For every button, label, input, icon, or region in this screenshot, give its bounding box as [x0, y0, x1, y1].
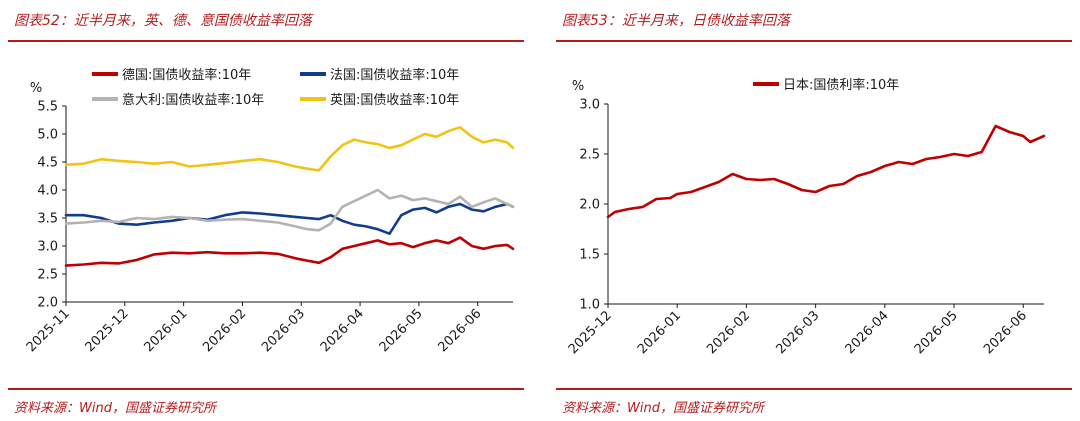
chart-title: 图表52：近半月来，英、德、意国债收益率回落	[14, 13, 312, 29]
x-tick-label: 2026-03	[259, 306, 308, 355]
y-axis-unit: %	[572, 79, 584, 94]
y-tick-label: 5.5	[37, 100, 58, 115]
chart-title: 图表53：近半月来，日债收益率回落	[562, 13, 790, 29]
x-tick-label: 2026-01	[635, 308, 684, 357]
x-tick-label: 2025-12	[566, 308, 615, 357]
x-tick-label: 2026-04	[843, 308, 892, 357]
y-tick-label: 1.5	[579, 248, 600, 263]
legend-label: 法国:国债收益率:10年	[330, 67, 459, 83]
x-tick-label: 2026-05	[912, 308, 961, 357]
x-tick-label: 2026-02	[704, 308, 753, 357]
chart-panel-right: 图表53：近半月来，日债收益率回落 1.0 1.5 2.0 2.5 3.0% 2025-1…	[548, 0, 1080, 421]
series-line	[64, 236, 515, 267]
series-line	[64, 202, 515, 235]
y-tick-label: 2.5	[37, 268, 58, 283]
x-tick-label: 2026-01	[141, 306, 190, 355]
y-tick-label: 3.0	[579, 98, 600, 113]
y-tick-label: 4.0	[37, 184, 58, 199]
series-line	[606, 124, 1046, 219]
x-tick-label: 2026-04	[318, 306, 367, 355]
line-chart-europe: 2.02.53.03.54.04.55.05.5%2025-11 2025-12 2…	[24, 67, 515, 355]
x-tick-label: 2026-03	[773, 308, 822, 357]
x-tick-label: 2026-05	[377, 306, 426, 355]
source-note: 资料来源：Wind，国盛证券研究所	[562, 401, 764, 416]
source-note: 资料来源：Wind，国盛证券研究所	[14, 401, 216, 416]
source-rule	[556, 388, 1072, 390]
x-tick-label: 2026-02	[200, 306, 249, 355]
title-rule	[8, 40, 524, 42]
chart-panel-left: 图表52：近半月来，英、德、意国债收益率回落 2.0 2.5 3.0 3.5 4.0 4.…	[0, 0, 532, 421]
y-tick-label: 2.0	[37, 296, 58, 311]
x-tick-label: 2026-06	[436, 306, 485, 355]
y-tick-label: 3.5	[37, 212, 58, 227]
y-axis-unit: %	[30, 81, 42, 96]
line-chart-japan: 1.0 1.5 2.0 2.5 3.0% 2025-12 2026-01 2026-02 202…	[566, 77, 1046, 357]
title-rule	[556, 40, 1072, 42]
y-tick-label: 2.5	[579, 148, 600, 163]
x-tick-label: 2026-06	[981, 308, 1030, 357]
x-tick-label: 2025-12	[83, 306, 132, 355]
legend-label: 英国:国债收益率:10年	[330, 92, 459, 108]
x-tick-label: 2025-11	[24, 306, 73, 355]
y-tick-label: 3.0	[37, 240, 58, 255]
y-tick-label: 4.5	[37, 156, 58, 171]
y-tick-label: 1.0	[579, 298, 600, 313]
series-line	[64, 188, 515, 232]
y-tick-label: 2.0	[579, 198, 600, 213]
series-line	[64, 126, 515, 172]
source-rule	[8, 388, 524, 390]
y-tick-label: 5.0	[37, 128, 58, 143]
legend-label: 意大利:国债收益率:10年	[122, 92, 264, 108]
legend-label: 日本:国债利率:10年	[783, 77, 899, 93]
legend-label: 德国:国债收益率:10年	[122, 67, 251, 83]
